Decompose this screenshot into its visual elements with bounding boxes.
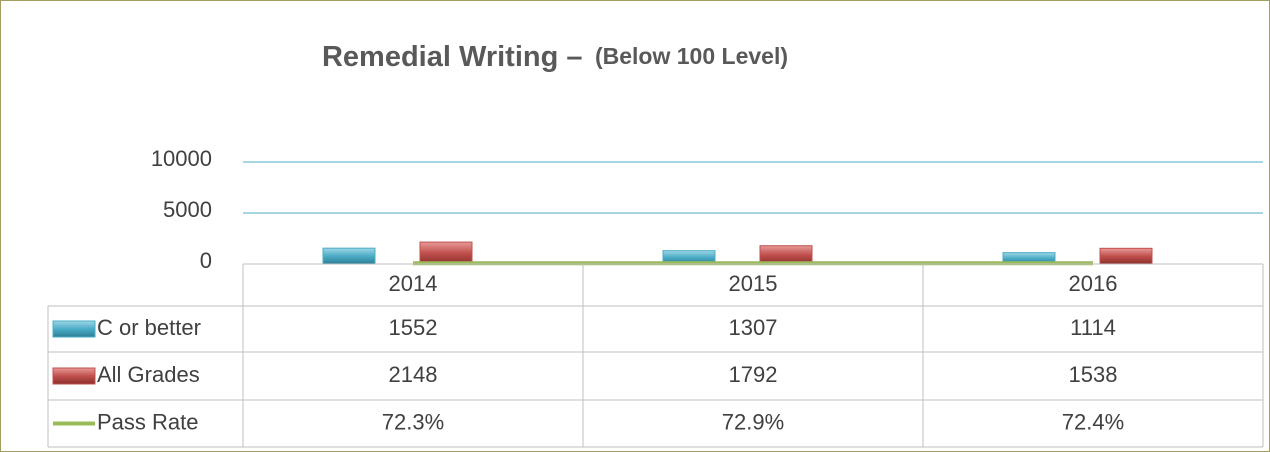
table-cell: 2148 <box>389 362 438 387</box>
legend-key <box>52 320 96 338</box>
table-cell: 1792 <box>729 362 778 387</box>
table-cell: 72.3% <box>382 409 444 434</box>
table-cell: 72.4% <box>1062 409 1124 434</box>
legend-label: All Grades <box>97 362 200 387</box>
table-cell: 72.9% <box>722 409 784 434</box>
y-tick-label: 10000 <box>151 146 212 171</box>
table-cell: 1114 <box>1070 315 1116 340</box>
legend-label: Pass Rate <box>97 409 199 434</box>
chart-title: Remedial Writing – <box>322 41 583 73</box>
x-tick-label: 2014 <box>389 271 438 296</box>
y-tick-label: 0 <box>200 248 212 273</box>
x-tick-label: 2016 <box>1069 271 1118 296</box>
bar <box>322 247 376 265</box>
x-tick-label: 2015 <box>729 271 778 296</box>
table-cell: 1307 <box>729 315 778 340</box>
bar <box>419 241 473 265</box>
table-cell: 1552 <box>389 315 438 340</box>
chart-title-group: Remedial Writing – (Below 100 Level) <box>322 41 788 73</box>
bar <box>1099 247 1153 265</box>
y-tick-label: 5000 <box>163 197 212 222</box>
legend-key <box>52 367 96 385</box>
table-cell: 1538 <box>1069 362 1118 387</box>
legend-label: C or better <box>97 315 201 340</box>
chart-subtitle: (Below 100 Level) <box>595 43 788 69</box>
